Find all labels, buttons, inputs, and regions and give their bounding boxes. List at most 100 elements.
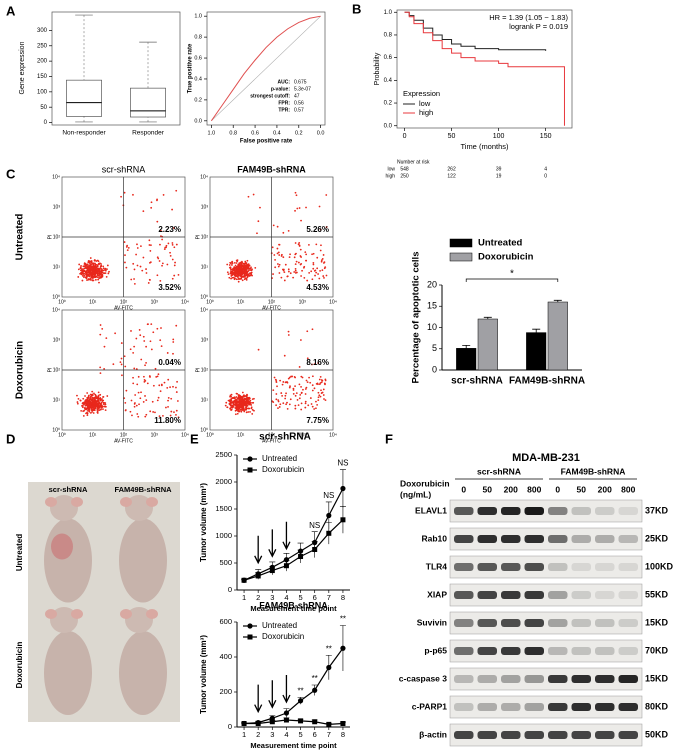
band — [618, 507, 638, 515]
band — [618, 535, 638, 543]
event-dot — [120, 363, 123, 366]
y-tick-label: 100 — [37, 89, 48, 95]
event-dot — [322, 254, 325, 256]
event-dot — [77, 276, 80, 278]
event-dot — [323, 398, 325, 400]
event-dot — [172, 352, 174, 355]
event-dot — [248, 274, 250, 277]
event-dot — [99, 372, 102, 375]
x-tick-label: 5 — [298, 730, 302, 739]
y-tick-label: 2500 — [215, 450, 232, 459]
event-dot — [158, 384, 161, 387]
event-dot — [161, 238, 164, 241]
marker — [283, 710, 290, 716]
event-dot — [171, 208, 173, 211]
stat-value: 0.57 — [294, 107, 304, 113]
event-dot — [304, 406, 307, 409]
event-dot — [123, 355, 126, 358]
band — [477, 535, 497, 543]
event-dot — [145, 361, 147, 364]
event-dot — [135, 337, 138, 340]
event-dot — [233, 399, 236, 402]
event-dot — [147, 282, 150, 284]
event-dot — [137, 415, 140, 418]
legend-marker — [247, 623, 253, 629]
quadrant-percent: 4.53% — [306, 283, 329, 292]
event-dot — [140, 358, 143, 361]
event-dot — [159, 279, 162, 282]
event-dot — [89, 396, 92, 399]
event-dot — [133, 282, 136, 285]
event-dot — [104, 403, 107, 406]
event-dot — [91, 275, 94, 278]
event-dot — [241, 391, 244, 394]
event-dot — [165, 406, 167, 409]
event-dot — [136, 264, 139, 267]
stat-label: FPR: — [278, 100, 290, 106]
event-dot — [120, 195, 122, 198]
event-dot — [89, 412, 92, 414]
y-tick-label: 10⁰ — [52, 294, 60, 300]
event-dot — [167, 399, 169, 402]
event-dot — [294, 209, 296, 212]
event-dot — [156, 375, 159, 378]
chart-title: FAM49B-shRNA — [259, 600, 328, 610]
event-dot — [104, 269, 107, 272]
significance: ** — [340, 615, 346, 624]
event-dot — [159, 243, 161, 246]
event-dot — [88, 394, 90, 397]
legend-label: Doxorubicin — [262, 465, 304, 474]
event-dot — [86, 271, 89, 274]
event-dot — [235, 267, 238, 270]
event-dot — [99, 274, 101, 276]
event-dot — [167, 405, 169, 408]
event-dot — [87, 401, 90, 404]
mouse-ear — [146, 497, 158, 507]
quadrant-percent: 5.26% — [306, 225, 329, 234]
event-dot — [89, 393, 92, 396]
axis-title: PI — [195, 235, 201, 240]
legend-swatch — [449, 238, 473, 248]
event-dot — [94, 272, 97, 275]
event-dot — [102, 408, 104, 411]
event-dot — [300, 402, 303, 405]
y-tick-label: 10⁴ — [52, 307, 60, 313]
marker — [340, 517, 346, 523]
y-tick-label: 10⁰ — [52, 427, 60, 433]
y-tick-label: 10⁰ — [200, 294, 208, 300]
event-dot — [175, 414, 177, 416]
significance: NS — [337, 459, 348, 468]
event-dot — [229, 404, 232, 407]
event-dot — [233, 266, 236, 268]
event-dot — [318, 378, 321, 381]
blot-strip — [449, 667, 643, 691]
x-tick-label: 7 — [327, 730, 331, 739]
event-dot — [154, 411, 156, 414]
x-tick-label: 10⁴ — [181, 432, 189, 438]
event-dot — [288, 386, 291, 389]
band — [571, 591, 591, 599]
x-tick-label: 0 — [403, 133, 407, 140]
event-dot — [144, 415, 147, 418]
band — [548, 591, 568, 599]
event-dot — [311, 384, 314, 387]
event-dot — [103, 405, 106, 408]
event-dot — [232, 404, 235, 407]
event-dot — [137, 391, 140, 394]
x-tick-label: Non-responder — [62, 130, 106, 137]
event-dot — [144, 379, 147, 382]
event-dot — [171, 242, 174, 244]
axis-title: AV-FITC — [114, 305, 133, 311]
event-dot — [140, 391, 142, 394]
event-dot — [76, 402, 79, 405]
event-dot — [150, 348, 153, 351]
blot-strip — [449, 611, 643, 635]
event-dot — [97, 274, 100, 277]
size-label: 50KD — [645, 729, 669, 739]
band — [454, 647, 474, 655]
x-tick-label: 10⁰ — [58, 299, 66, 305]
band — [501, 507, 521, 515]
event-dot — [94, 393, 97, 396]
band — [571, 619, 591, 627]
x-tick-label: 10⁴ — [329, 432, 337, 438]
